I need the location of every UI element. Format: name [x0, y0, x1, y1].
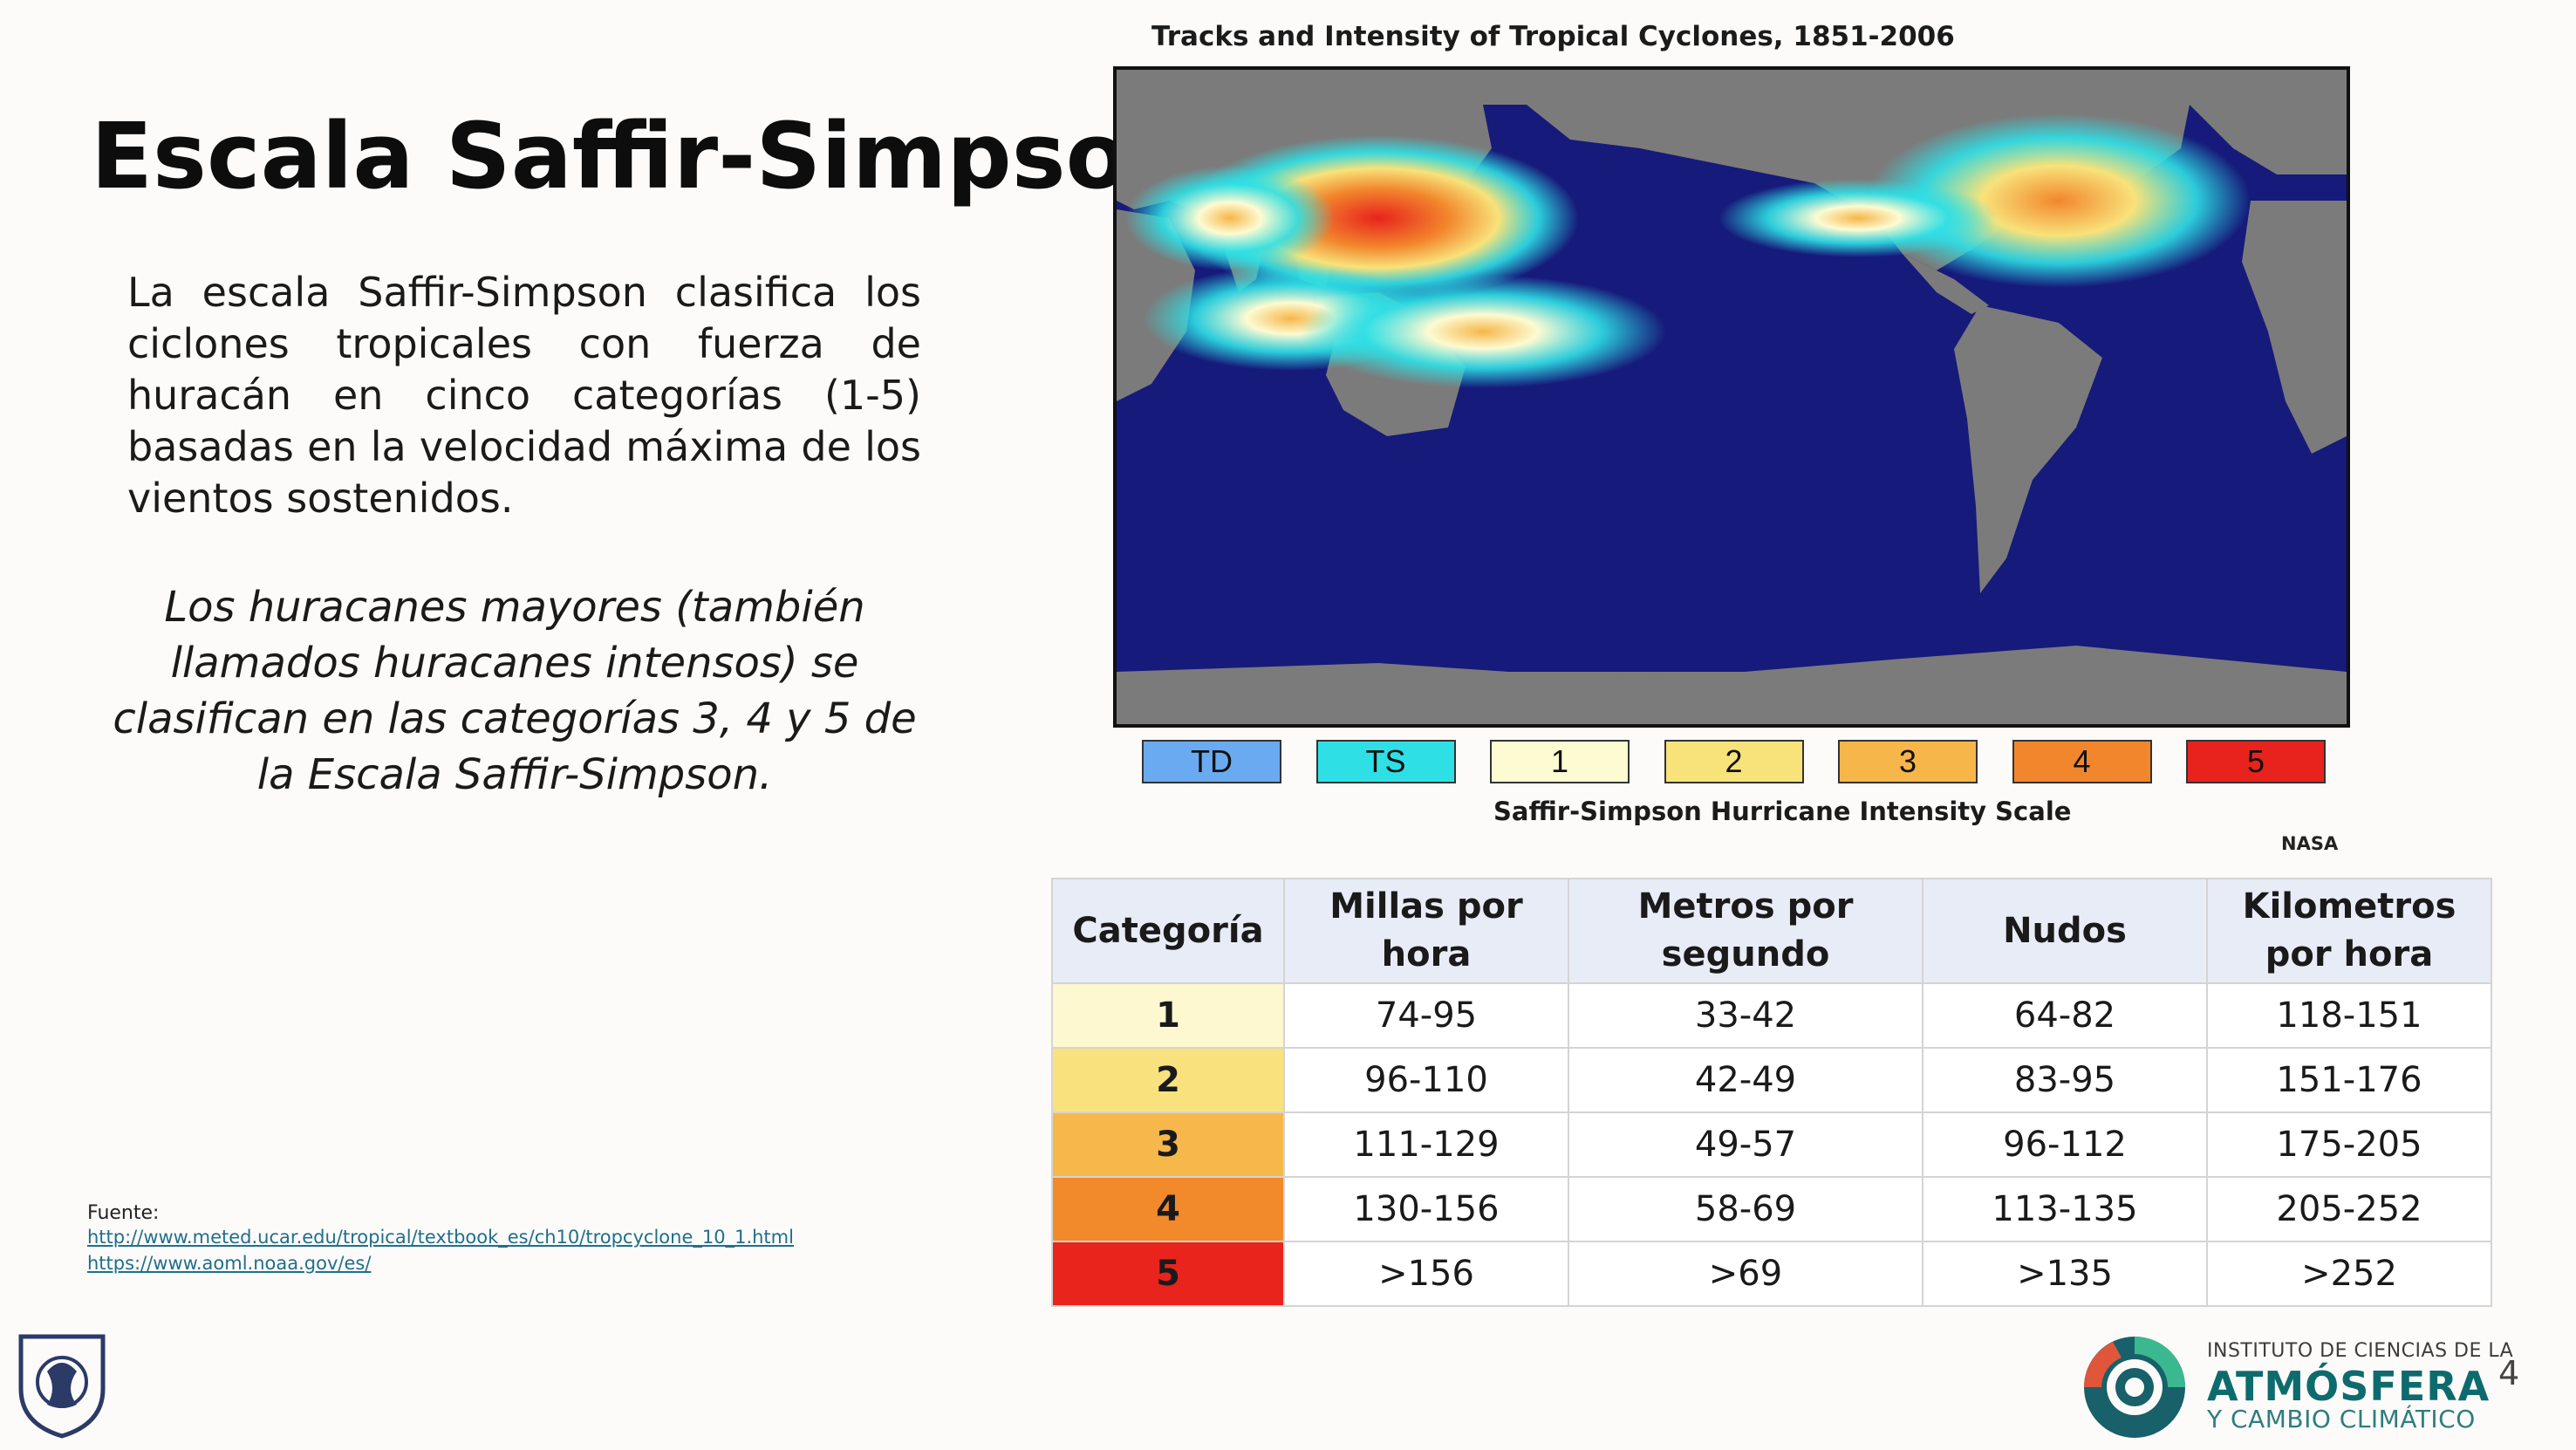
- ms-cell: 49-57: [1568, 1111, 1923, 1178]
- intro-paragraph: La escala Saffir-Simpson clasifica los c…: [127, 269, 921, 522]
- table-row: 2 96-110 42-49 83-95 151-176: [1051, 1047, 2492, 1113]
- scale-title: Saffir-Simpson Hurricane Intensity Scale: [1493, 797, 2072, 826]
- legend-item-3: 3: [1838, 740, 1978, 783]
- unam-seal-logo: [18, 1334, 106, 1439]
- ms-cell: 58-69: [1568, 1176, 1923, 1242]
- header-knots: Nudos: [1922, 878, 2208, 984]
- mph-cell: >156: [1283, 1241, 1569, 1307]
- mph-cell: 130-156: [1283, 1176, 1569, 1242]
- header-mph: Millas por hora: [1283, 878, 1569, 984]
- knots-cell: 64-82: [1922, 982, 2208, 1049]
- legend-item-1: 1: [1490, 740, 1630, 783]
- kmh-cell: >252: [2206, 1241, 2492, 1307]
- header-categoria: Categoría: [1051, 878, 1285, 984]
- source-link-meted[interactable]: http://www.meted.ucar.edu/tropical/textb…: [87, 1227, 794, 1248]
- legend-item-2: 2: [1664, 740, 1804, 783]
- logo-text-cambio: Y CAMBIO CLIMÁTICO: [2207, 1405, 2476, 1433]
- header-kmh: Kilometros por hora: [2206, 878, 2492, 984]
- category-cell: 4: [1051, 1176, 1285, 1242]
- category-cell: 5: [1051, 1241, 1285, 1307]
- cyclone-tracks-map: [1113, 66, 2350, 728]
- ms-cell: >69: [1568, 1241, 1923, 1307]
- mph-cell: 96-110: [1283, 1047, 1569, 1113]
- category-cell: 2: [1051, 1047, 1285, 1113]
- source-label: Fuente:: [87, 1202, 160, 1224]
- world-map-image: [1117, 70, 2347, 724]
- legend-item-5: 5: [2186, 740, 2326, 783]
- image-credit: NASA: [2281, 833, 2339, 854]
- kmh-cell: 151-176: [2206, 1047, 2492, 1113]
- slide-title: Escala Saffir-Simpson: [91, 103, 1193, 209]
- table-header-row: Categoría Millas por hora Metros por seg…: [1051, 878, 2492, 984]
- source-link-aoml[interactable]: https://www.aoml.noaa.gov/es/: [87, 1253, 372, 1274]
- major-hurricanes-paragraph: Los huracanes mayores (también llamados …: [113, 583, 917, 799]
- knots-cell: 113-135: [1922, 1176, 2208, 1242]
- logo-text-institute: INSTITUTO DE CIENCIAS DE LA: [2207, 1340, 2514, 1362]
- legend-item-td: TD: [1142, 740, 1281, 783]
- atmosfera-institute-logo: [2084, 1337, 2185, 1438]
- figure-title: Tracks and Intensity of Tropical Cyclone…: [1151, 21, 1955, 52]
- saffir-simpson-table: Categoría Millas por hora Metros por seg…: [1051, 878, 2492, 1307]
- ms-cell: 42-49: [1568, 1047, 1923, 1113]
- category-cell: 3: [1051, 1111, 1285, 1178]
- table-row: 1 74-95 33-42 64-82 118-151: [1051, 982, 2492, 1049]
- legend-item-4: 4: [2012, 740, 2152, 783]
- legend-item-ts: TS: [1315, 740, 1456, 783]
- kmh-cell: 175-205: [2206, 1111, 2492, 1178]
- kmh-cell: 118-151: [2206, 982, 2492, 1049]
- knots-cell: 83-95: [1922, 1047, 2208, 1113]
- ms-cell: 33-42: [1568, 982, 1923, 1049]
- table-row: 5 >156 >69 >135 >252: [1051, 1241, 2492, 1307]
- table-row: 3 111-129 49-57 96-112 175-205: [1051, 1111, 2492, 1178]
- header-ms: Metros por segundo: [1568, 878, 1923, 984]
- table-row: 4 130-156 58-69 113-135 205-252: [1051, 1176, 2492, 1242]
- knots-cell: 96-112: [1922, 1111, 2208, 1178]
- category-cell: 1: [1051, 982, 1285, 1049]
- knots-cell: >135: [1922, 1241, 2208, 1307]
- mph-cell: 74-95: [1283, 982, 1569, 1049]
- logo-text-atmosfera: ATMÓSFERA: [2207, 1363, 2491, 1410]
- page-number: 4: [2498, 1354, 2520, 1392]
- kmh-cell: 205-252: [2206, 1176, 2492, 1242]
- mph-cell: 111-129: [1283, 1111, 1569, 1178]
